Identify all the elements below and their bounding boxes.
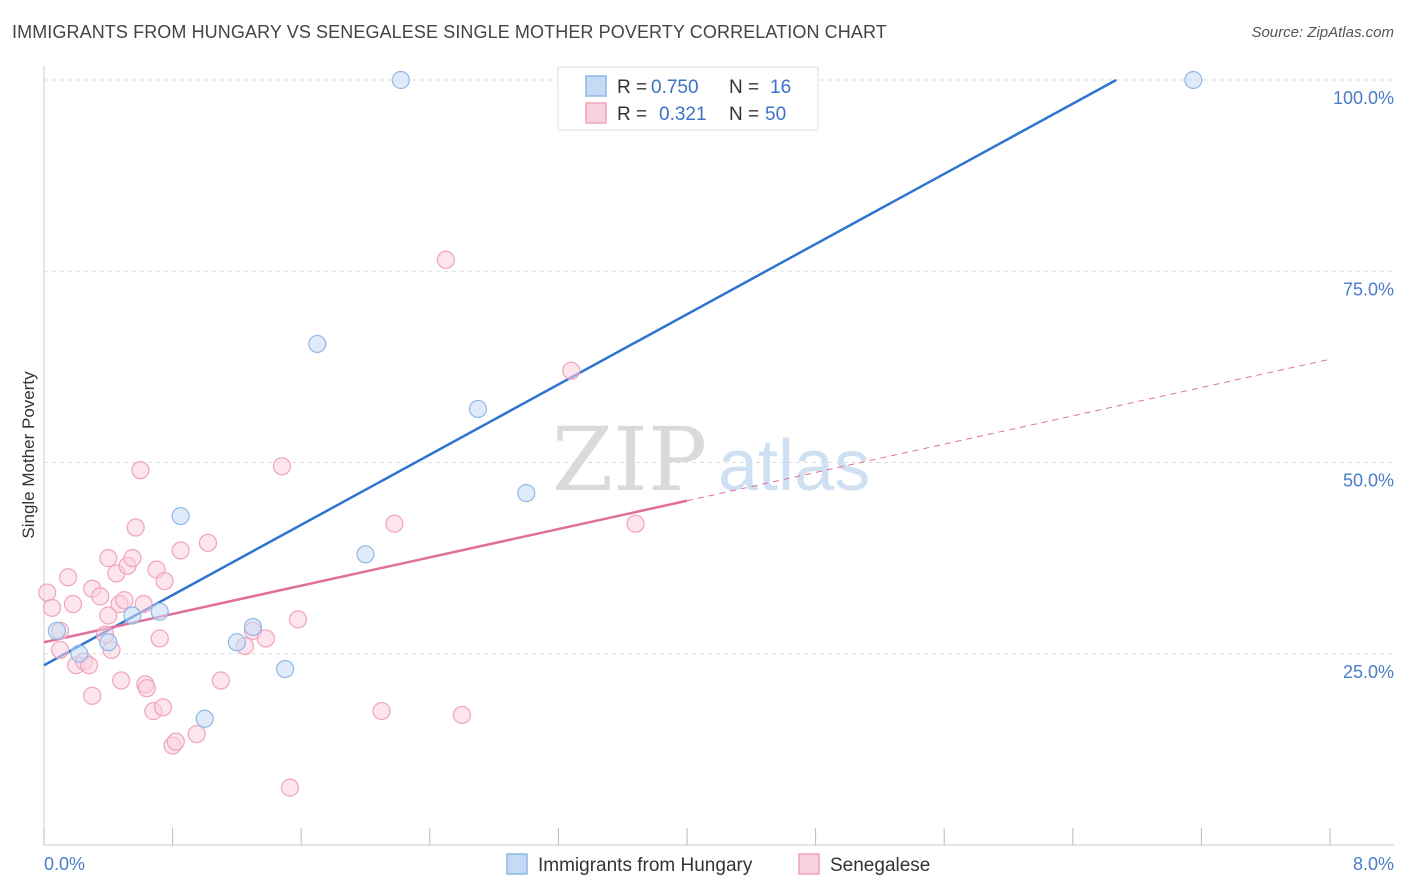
legend-r-label-hungary: R = [617, 77, 647, 98]
legend-n-value-senegalese: 50 [765, 104, 786, 125]
y-tick-label-1: 50.0% [1343, 471, 1394, 491]
point-senegalese-33 [166, 732, 185, 751]
point-senegalese-47 [452, 705, 472, 725]
point-senegalese-19 [115, 591, 134, 610]
legend-swatch-hungary [585, 75, 607, 97]
data-points [38, 70, 1203, 797]
point-hungary-15 [1184, 70, 1203, 90]
point-hungary-11 [356, 545, 375, 564]
point-senegalese-36 [198, 533, 218, 552]
point-senegalese-40 [256, 629, 275, 648]
point-senegalese-14 [99, 549, 118, 568]
point-hungary-0 [47, 621, 66, 640]
chart-title: IMMIGRANTS FROM HUNGARY VS SENEGALESE SI… [12, 22, 887, 42]
legend-n-label-senegalese: N = [729, 104, 759, 125]
series-legend-label-hungary: Immigrants from Hungary [538, 855, 753, 876]
series-legend-label-senegalese: Senegalese [830, 855, 930, 876]
point-senegalese-44 [372, 702, 391, 721]
point-hungary-3 [123, 606, 142, 625]
point-senegalese-29 [150, 629, 169, 648]
point-senegalese-2 [50, 640, 70, 660]
point-hungary-6 [195, 709, 214, 728]
point-hungary-12 [391, 70, 410, 90]
trend-lines [43, 78, 1331, 667]
axes [43, 66, 1394, 846]
watermark-zip: ZIP [552, 408, 707, 511]
point-senegalese-34 [171, 541, 190, 560]
point-hungary-5 [171, 506, 190, 526]
legend-r-value-senegalese: 0.321 [659, 104, 707, 125]
x-tick-label-max: 8.0% [1353, 854, 1394, 874]
watermark: ZIP atlas [552, 408, 870, 511]
point-senegalese-43 [288, 610, 308, 629]
point-senegalese-49 [626, 514, 645, 533]
x-tick-label-min: 0.0% [44, 854, 85, 874]
legend-r-label-senegalese: R = [617, 104, 647, 125]
point-hungary-8 [243, 617, 263, 637]
point-senegalese-11 [91, 587, 110, 606]
point-senegalese-45 [385, 514, 404, 533]
point-hungary-2 [99, 633, 118, 652]
y-tick-labels: 25.0% 50.0% 75.0% 100.0% [1333, 88, 1394, 682]
series-legend: Immigrants from Hungary Senegalese [506, 853, 930, 876]
point-senegalese-4 [59, 568, 78, 587]
point-hungary-1 [70, 644, 89, 663]
point-senegalese-48 [562, 361, 581, 380]
y-tick-label-2: 75.0% [1343, 279, 1394, 299]
legend-n-value-hungary: 16 [770, 77, 791, 98]
point-hungary-4 [150, 602, 169, 621]
point-senegalese-9 [83, 686, 102, 705]
y-tick-label-0: 25.0% [1343, 662, 1394, 682]
legend-r-value-hungary: 0.750 [651, 77, 699, 98]
chart-source: Source: ZipAtlas.com [1251, 24, 1394, 41]
series-legend-swatch-hungary [506, 853, 528, 875]
point-senegalese-5 [63, 594, 83, 614]
point-senegalese-31 [155, 571, 174, 591]
point-hungary-10 [308, 334, 327, 354]
point-senegalese-1 [42, 598, 62, 617]
point-hungary-9 [276, 659, 295, 679]
point-senegalese-46 [436, 250, 455, 269]
point-senegalese-35 [187, 724, 206, 744]
point-senegalese-24 [134, 594, 153, 614]
point-senegalese-0 [38, 583, 57, 602]
point-senegalese-30 [153, 698, 173, 717]
point-hungary-14 [517, 484, 536, 503]
point-senegalese-26 [137, 679, 156, 698]
stats-legend: R = 0.750 N = 16 R = 0.321 N = 50 [557, 66, 819, 131]
point-senegalese-13 [99, 606, 118, 625]
point-senegalese-22 [126, 518, 145, 537]
legend-n-label-hungary: N = [729, 77, 759, 98]
series-legend-swatch-senegalese [798, 853, 820, 875]
point-hungary-13 [468, 399, 488, 419]
watermark-atlas: atlas [718, 426, 870, 506]
point-senegalese-21 [123, 549, 142, 568]
legend-swatch-senegalese [585, 102, 607, 124]
trend-line-senegalese [43, 499, 688, 644]
y-tick-label-3: 100.0% [1333, 88, 1394, 108]
y-axis-label: Single Mother Poverty [19, 371, 38, 539]
point-hungary-7 [227, 633, 246, 652]
point-senegalese-41 [272, 457, 292, 476]
gridlines [44, 79, 1394, 655]
point-senegalese-37 [211, 671, 230, 690]
point-senegalese-18 [112, 671, 131, 690]
point-senegalese-42 [280, 778, 300, 797]
point-senegalese-23 [131, 461, 150, 480]
